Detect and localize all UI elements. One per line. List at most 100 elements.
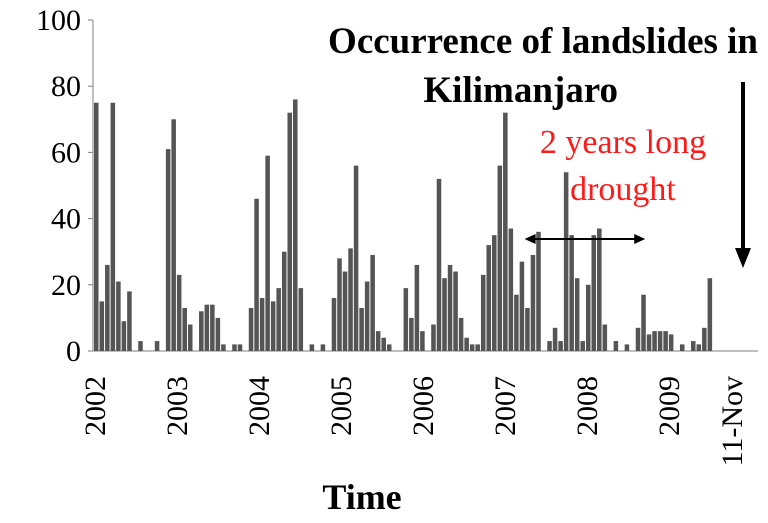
bar-46 xyxy=(414,264,420,351)
chart-bars xyxy=(94,99,713,352)
y-tick-label-3: 60 xyxy=(51,136,81,169)
bar-86 xyxy=(663,331,668,351)
bar-84 xyxy=(652,331,657,351)
annotation-line-1: 2 years long xyxy=(540,124,706,161)
bar-65 xyxy=(525,307,530,351)
bar-90 xyxy=(696,344,702,351)
bar-55 xyxy=(469,344,475,351)
bar-61 xyxy=(503,112,508,352)
bar-77 xyxy=(597,228,602,351)
y-tick-label-4: 80 xyxy=(51,70,81,103)
x-axis-label: Time xyxy=(322,477,401,517)
bar-25 xyxy=(270,301,276,351)
bar-72 xyxy=(569,235,574,351)
bar-87 xyxy=(668,334,674,351)
bar-30 xyxy=(298,288,304,351)
bar-69 xyxy=(552,327,558,351)
bar-36 xyxy=(348,248,353,351)
x-tick-label-7: 2009 xyxy=(653,376,686,436)
bar-79 xyxy=(613,341,619,351)
bar-14 xyxy=(199,311,204,351)
bar-41 xyxy=(375,331,381,351)
bar-1 xyxy=(99,301,105,351)
bar-74 xyxy=(580,341,585,351)
bar-10 xyxy=(171,119,176,351)
y-tick-label-2: 40 xyxy=(51,203,81,236)
bar-6 xyxy=(127,291,132,351)
bar-43 xyxy=(386,344,392,351)
bar-53 xyxy=(458,317,464,351)
bar-12 xyxy=(182,307,187,351)
x-tick-label-2: 2004 xyxy=(243,376,276,436)
bar-52 xyxy=(453,271,458,351)
bar-24 xyxy=(265,155,270,351)
bar-54 xyxy=(464,337,469,351)
bar-15 xyxy=(204,304,210,351)
x-axis-ticks: 2002 2003 2004 2005 2006 2007 2008 2009 11-Nov xyxy=(79,376,749,467)
bar-58 xyxy=(486,245,492,351)
x-tick-label-1: 2003 xyxy=(161,376,194,436)
y-axis-ticks: 0 20 40 60 80 100 xyxy=(36,4,93,368)
bar-20 xyxy=(237,344,243,351)
bar-5 xyxy=(121,321,127,351)
bar-34 xyxy=(337,258,342,351)
bar-76 xyxy=(591,235,597,351)
bar-27 xyxy=(281,251,287,351)
pointer-arrow-head xyxy=(735,248,751,268)
bar-62 xyxy=(508,228,514,351)
bar-0 xyxy=(94,102,99,351)
x-tick-label-8: 11-Nov xyxy=(716,376,749,467)
bar-48 xyxy=(431,324,436,351)
y-tick-label-0: 0 xyxy=(66,335,81,368)
bar-13 xyxy=(187,324,193,351)
bar-22 xyxy=(254,198,259,351)
bar-66 xyxy=(530,255,536,351)
bar-83 xyxy=(646,334,652,351)
bar-89 xyxy=(691,341,696,351)
x-tick-label-5: 2007 xyxy=(489,376,522,436)
drought-arrow-head-right xyxy=(634,234,646,244)
x-tick-label-4: 2006 xyxy=(407,376,440,436)
bar-85 xyxy=(657,331,663,351)
bar-68 xyxy=(547,341,552,351)
bar-21 xyxy=(248,307,254,351)
bar-63 xyxy=(514,294,519,351)
bar-88 xyxy=(679,344,685,351)
bar-28 xyxy=(287,112,292,352)
bar-37 xyxy=(353,165,359,351)
bar-38 xyxy=(359,307,364,351)
bar-17 xyxy=(215,317,221,351)
bar-47 xyxy=(420,331,425,351)
bar-64 xyxy=(519,261,525,351)
bar-78 xyxy=(602,324,608,351)
bar-49 xyxy=(436,178,442,351)
bar-42 xyxy=(381,337,386,351)
bar-35 xyxy=(342,271,348,351)
bar-3 xyxy=(110,102,116,351)
pointer-arrow xyxy=(735,82,751,268)
bar-71 xyxy=(563,172,569,351)
bar-33 xyxy=(331,298,337,351)
bar-92 xyxy=(707,278,713,351)
bar-44 xyxy=(403,288,409,351)
annotation-line-2: drought xyxy=(570,171,676,208)
bar-32 xyxy=(320,344,326,351)
bar-59 xyxy=(492,235,497,351)
x-tick-label-0: 2002 xyxy=(79,376,112,436)
bar-23 xyxy=(259,298,265,351)
bar-31 xyxy=(309,344,315,351)
bar-16 xyxy=(210,304,215,351)
bar-91 xyxy=(702,327,707,351)
bar-57 xyxy=(480,274,486,351)
bar-29 xyxy=(293,99,298,351)
y-tick-label-5: 100 xyxy=(36,4,81,37)
bar-4 xyxy=(116,281,121,351)
y-tick-label-1: 20 xyxy=(51,269,81,302)
bar-67 xyxy=(536,231,541,351)
bar-18 xyxy=(221,344,226,351)
bar-9 xyxy=(165,149,171,351)
bar-2 xyxy=(105,264,110,351)
bar-81 xyxy=(635,327,641,351)
bar-8 xyxy=(154,341,160,351)
